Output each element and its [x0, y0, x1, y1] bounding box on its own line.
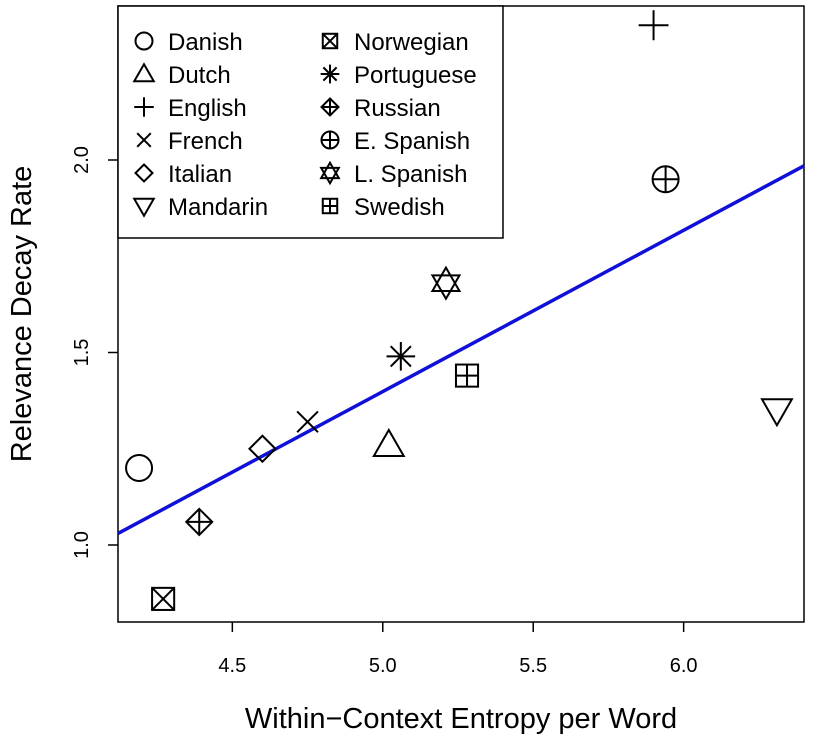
- y-tick-label-1.5: 1.5: [71, 339, 93, 367]
- point-english: [638, 10, 669, 41]
- point-swedish: [454, 363, 480, 388]
- legend-marker-italian: [134, 163, 154, 183]
- legend-label-l-spanish: L. Spanish: [354, 161, 467, 188]
- point-italian: [248, 434, 277, 464]
- legend-marker-french: [136, 132, 152, 148]
- point-e-spanish: [651, 165, 680, 194]
- legend-marker-russian: [320, 97, 340, 117]
- legend-marker-portuguese: [320, 64, 340, 84]
- point-danish: [125, 454, 154, 482]
- x-tick-label-4.5: 4.5: [218, 655, 246, 677]
- legend-marker-english: [134, 97, 154, 117]
- point-russian: [184, 507, 214, 537]
- point-french: [296, 410, 319, 433]
- legend-label-portuguese: Portuguese: [354, 62, 477, 89]
- fit-line-layer: [117, 164, 805, 535]
- y-axis-title: Relevance Decay Rate: [6, 166, 38, 463]
- legend-label-french: French: [168, 128, 243, 155]
- point-mandarin: [760, 398, 794, 428]
- point-dutch: [372, 427, 406, 457]
- legend-marker-dutch: [132, 62, 156, 83]
- point-portuguese: [386, 342, 416, 371]
- legend-label-swedish: Swedish: [354, 194, 445, 221]
- legend-marker-mandarin: [132, 197, 156, 218]
- legend-marker-danish: [134, 31, 154, 51]
- legend-marker-norwegian: [321, 32, 339, 50]
- legend-marker-e-spanish: [320, 130, 340, 150]
- legend-label-dutch: Dutch: [168, 62, 231, 89]
- y-axis: 1.0 1.5 2.0: [71, 146, 118, 559]
- point-l-spanish: [430, 265, 462, 301]
- legend-marker-swedish: [321, 197, 339, 215]
- y-tick-label-1.0: 1.0: [71, 531, 93, 559]
- legend-label-mandarin: Mandarin: [168, 194, 268, 221]
- regression-line: [117, 164, 805, 535]
- x-tick-label-5.5: 5.5: [519, 655, 547, 677]
- x-axis-title: Within−Context Entropy per Word: [245, 703, 677, 735]
- legend-label-russian: Russian: [354, 95, 441, 122]
- legend: Danish Dutch English French Italian Mandarin N…: [117, 5, 504, 239]
- legend-label-italian: Italian: [168, 161, 232, 188]
- legend-marker-l-spanish: [319, 160, 341, 186]
- x-axis: 4.5 5.0 5.5 6.0: [218, 622, 698, 677]
- legend-box: [117, 5, 504, 239]
- x-tick-label-5.0: 5.0: [369, 655, 397, 677]
- point-norwegian: [151, 586, 176, 611]
- legend-label-norwegian: Norwegian: [354, 29, 469, 56]
- legend-label-danish: Danish: [168, 29, 243, 56]
- data-points: [125, 10, 794, 611]
- x-tick-label-6.0: 6.0: [670, 655, 698, 677]
- legend-label-e-spanish: E. Spanish: [354, 128, 470, 155]
- y-tick-label-2.0: 2.0: [71, 146, 93, 174]
- legend-label-english: English: [168, 95, 247, 122]
